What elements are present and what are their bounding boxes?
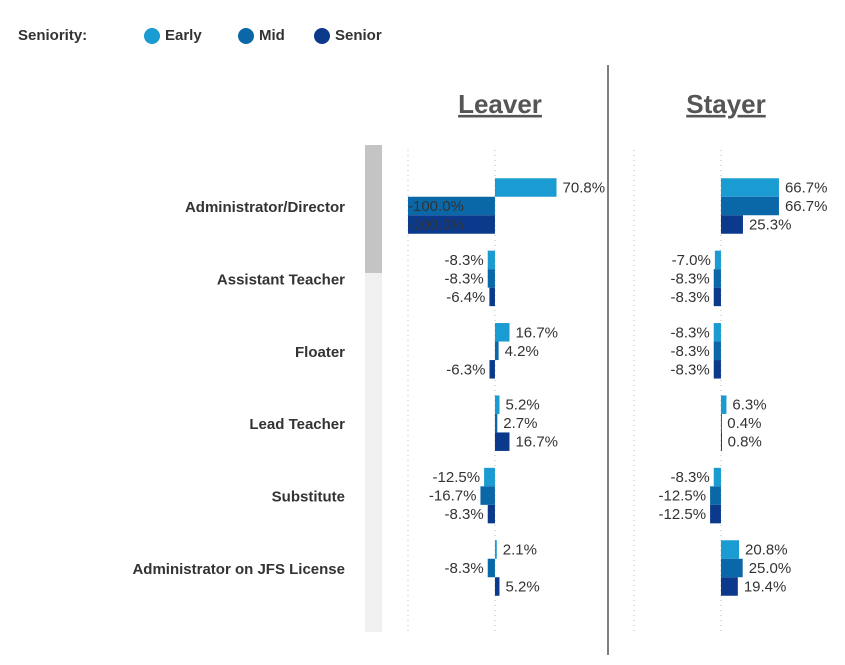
value-label: -100.0% bbox=[408, 216, 464, 233]
value-label: -12.5% bbox=[659, 488, 707, 505]
bar bbox=[487, 250, 495, 270]
bar bbox=[720, 540, 740, 559]
value-label: 5.2% bbox=[505, 578, 539, 595]
bar bbox=[487, 269, 495, 288]
bar bbox=[720, 558, 743, 578]
category-label: Lead Teacher bbox=[249, 416, 345, 433]
category-label: Administrator on JFS License bbox=[132, 561, 345, 578]
value-label: 5.2% bbox=[505, 397, 539, 414]
bar bbox=[489, 360, 495, 379]
bar bbox=[713, 360, 721, 379]
bar bbox=[720, 196, 779, 216]
bar bbox=[480, 486, 495, 505]
value-label: -8.3% bbox=[671, 324, 710, 341]
value-label: -16.7% bbox=[429, 488, 477, 505]
bar bbox=[720, 395, 727, 414]
value-label: -6.4% bbox=[446, 289, 485, 306]
bar bbox=[713, 467, 721, 487]
bar bbox=[720, 178, 779, 197]
legend-title: Seniority: bbox=[18, 27, 87, 44]
value-label: 0.8% bbox=[728, 434, 762, 451]
value-label: 25.3% bbox=[749, 216, 792, 233]
bar bbox=[710, 504, 721, 524]
value-label: -100.0% bbox=[408, 198, 464, 215]
value-label: 6.3% bbox=[732, 397, 766, 414]
value-label: -8.3% bbox=[671, 469, 710, 486]
value-label: 2.1% bbox=[503, 541, 537, 558]
scrollbar-thumb[interactable] bbox=[365, 145, 382, 273]
bar bbox=[494, 540, 497, 559]
value-label: 66.7% bbox=[785, 198, 828, 215]
value-label: -8.3% bbox=[445, 252, 484, 269]
bar bbox=[487, 504, 495, 524]
category-label: Assistant Teacher bbox=[217, 271, 345, 288]
value-label: -7.0% bbox=[672, 252, 711, 269]
value-label: -8.3% bbox=[671, 289, 710, 306]
bar bbox=[494, 395, 500, 414]
value-label: 0.4% bbox=[727, 415, 761, 432]
bar bbox=[484, 467, 495, 487]
bar bbox=[487, 558, 495, 578]
value-label: -8.3% bbox=[671, 361, 710, 378]
bar bbox=[713, 323, 721, 342]
bar bbox=[713, 269, 721, 288]
category-label: Administrator/Director bbox=[185, 199, 345, 216]
category-label: Floater bbox=[295, 344, 345, 361]
value-label: 20.8% bbox=[745, 541, 788, 558]
bar bbox=[489, 287, 495, 307]
value-label: -8.3% bbox=[445, 506, 484, 523]
bar bbox=[494, 323, 510, 342]
bar bbox=[494, 341, 499, 361]
value-label: -12.5% bbox=[433, 469, 481, 486]
value-label: -8.3% bbox=[671, 270, 710, 287]
value-label: 4.2% bbox=[505, 343, 539, 360]
bar bbox=[408, 215, 495, 234]
legend-label: Early bbox=[165, 27, 202, 44]
value-label: 66.7% bbox=[785, 179, 828, 196]
bar bbox=[494, 178, 557, 197]
bar bbox=[713, 341, 721, 361]
value-label: 25.0% bbox=[749, 560, 792, 577]
value-label: -12.5% bbox=[659, 506, 707, 523]
value-label: -8.3% bbox=[445, 270, 484, 287]
value-label: 16.7% bbox=[515, 434, 558, 451]
bar bbox=[714, 250, 721, 270]
legend-swatch bbox=[238, 28, 254, 44]
legend-label: Mid bbox=[259, 27, 285, 44]
bar bbox=[710, 486, 721, 505]
value-label: -8.3% bbox=[445, 560, 484, 577]
value-label: 16.7% bbox=[515, 324, 558, 341]
panel-title: Leaver bbox=[458, 89, 542, 119]
category-label: Substitute bbox=[272, 489, 345, 506]
value-label: 70.8% bbox=[563, 179, 606, 196]
bar bbox=[720, 577, 738, 596]
bar bbox=[408, 196, 495, 216]
value-label: -6.3% bbox=[446, 361, 485, 378]
legend-label: Senior bbox=[335, 27, 382, 44]
bar bbox=[494, 413, 498, 433]
bar bbox=[494, 577, 500, 596]
bar bbox=[713, 287, 721, 307]
legend-swatch bbox=[144, 28, 160, 44]
bar bbox=[720, 413, 722, 433]
bar bbox=[720, 215, 743, 234]
value-label: 19.4% bbox=[744, 578, 787, 595]
legend-swatch bbox=[314, 28, 330, 44]
value-label: 2.7% bbox=[503, 415, 537, 432]
panel-title: Stayer bbox=[686, 89, 766, 119]
value-label: -8.3% bbox=[671, 343, 710, 360]
bar bbox=[494, 432, 510, 451]
bar bbox=[720, 432, 722, 451]
